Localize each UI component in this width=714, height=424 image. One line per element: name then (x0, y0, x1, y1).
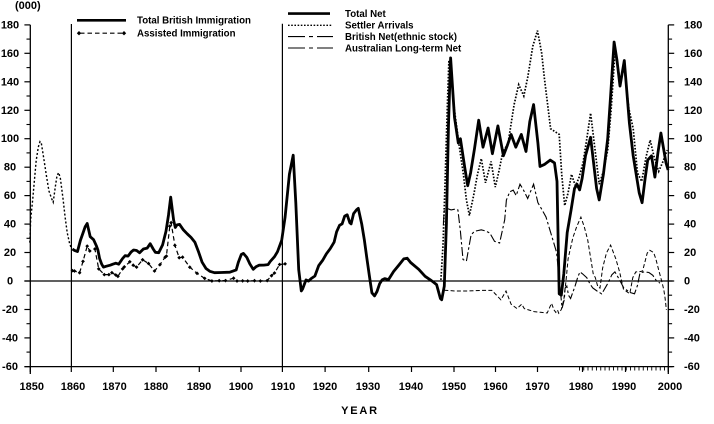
svg-text:100: 100 (684, 133, 702, 145)
svg-text:1910: 1910 (271, 381, 295, 393)
svg-text:-20: -20 (684, 304, 700, 316)
svg-text:40: 40 (4, 219, 16, 231)
svg-text:160: 160 (684, 48, 702, 60)
svg-text:1900: 1900 (229, 381, 253, 393)
svg-text:-40: -40 (2, 332, 18, 344)
svg-text:YEAR: YEAR (341, 405, 379, 417)
svg-text:-60: -60 (2, 361, 18, 373)
svg-text:60: 60 (684, 190, 696, 202)
svg-text:1970: 1970 (525, 381, 549, 393)
svg-text:1860: 1860 (61, 381, 85, 393)
svg-text:1880: 1880 (144, 381, 168, 393)
svg-text:Total Net: Total Net (345, 9, 386, 20)
svg-text:80: 80 (684, 162, 696, 174)
svg-text:1870: 1870 (102, 381, 126, 393)
svg-text:0: 0 (7, 276, 13, 288)
svg-text:160: 160 (1, 48, 19, 60)
svg-text:-20: -20 (2, 304, 18, 316)
svg-text:180: 180 (1, 19, 19, 31)
svg-text:2000: 2000 (658, 381, 682, 393)
svg-text:60: 60 (4, 190, 16, 202)
svg-text:20: 20 (4, 247, 16, 259)
svg-text:120: 120 (684, 105, 702, 117)
svg-text:180: 180 (684, 19, 702, 31)
svg-text:1930: 1930 (356, 381, 380, 393)
svg-text:(000): (000) (15, 0, 41, 12)
svg-text:Australian Long-term Net: Australian Long-term Net (345, 43, 462, 54)
svg-text:1940: 1940 (399, 381, 423, 393)
svg-text:40: 40 (684, 219, 696, 231)
svg-text:1850: 1850 (20, 381, 44, 393)
svg-text:1980: 1980 (569, 381, 593, 393)
svg-text:British Net(ethnic stock): British Net(ethnic stock) (345, 32, 457, 43)
svg-text:1890: 1890 (187, 381, 211, 393)
svg-text:120: 120 (1, 105, 19, 117)
svg-text:-40: -40 (684, 332, 700, 344)
svg-text:20: 20 (684, 247, 696, 259)
svg-text:Settler Arrivals: Settler Arrivals (345, 21, 414, 32)
svg-text:140: 140 (1, 76, 19, 88)
svg-text:-60: -60 (684, 361, 700, 373)
svg-text:1920: 1920 (313, 381, 337, 393)
svg-text:1990: 1990 (612, 381, 636, 393)
svg-text:100: 100 (1, 133, 19, 145)
svg-text:1960: 1960 (483, 381, 507, 393)
svg-text:140: 140 (684, 76, 702, 88)
svg-text:1950: 1950 (442, 381, 466, 393)
svg-text:80: 80 (4, 162, 16, 174)
svg-text:Total British Immigration: Total British Immigration (137, 15, 251, 26)
svg-text:0: 0 (684, 276, 690, 288)
svg-text:Assisted Immigration: Assisted Immigration (137, 29, 236, 40)
